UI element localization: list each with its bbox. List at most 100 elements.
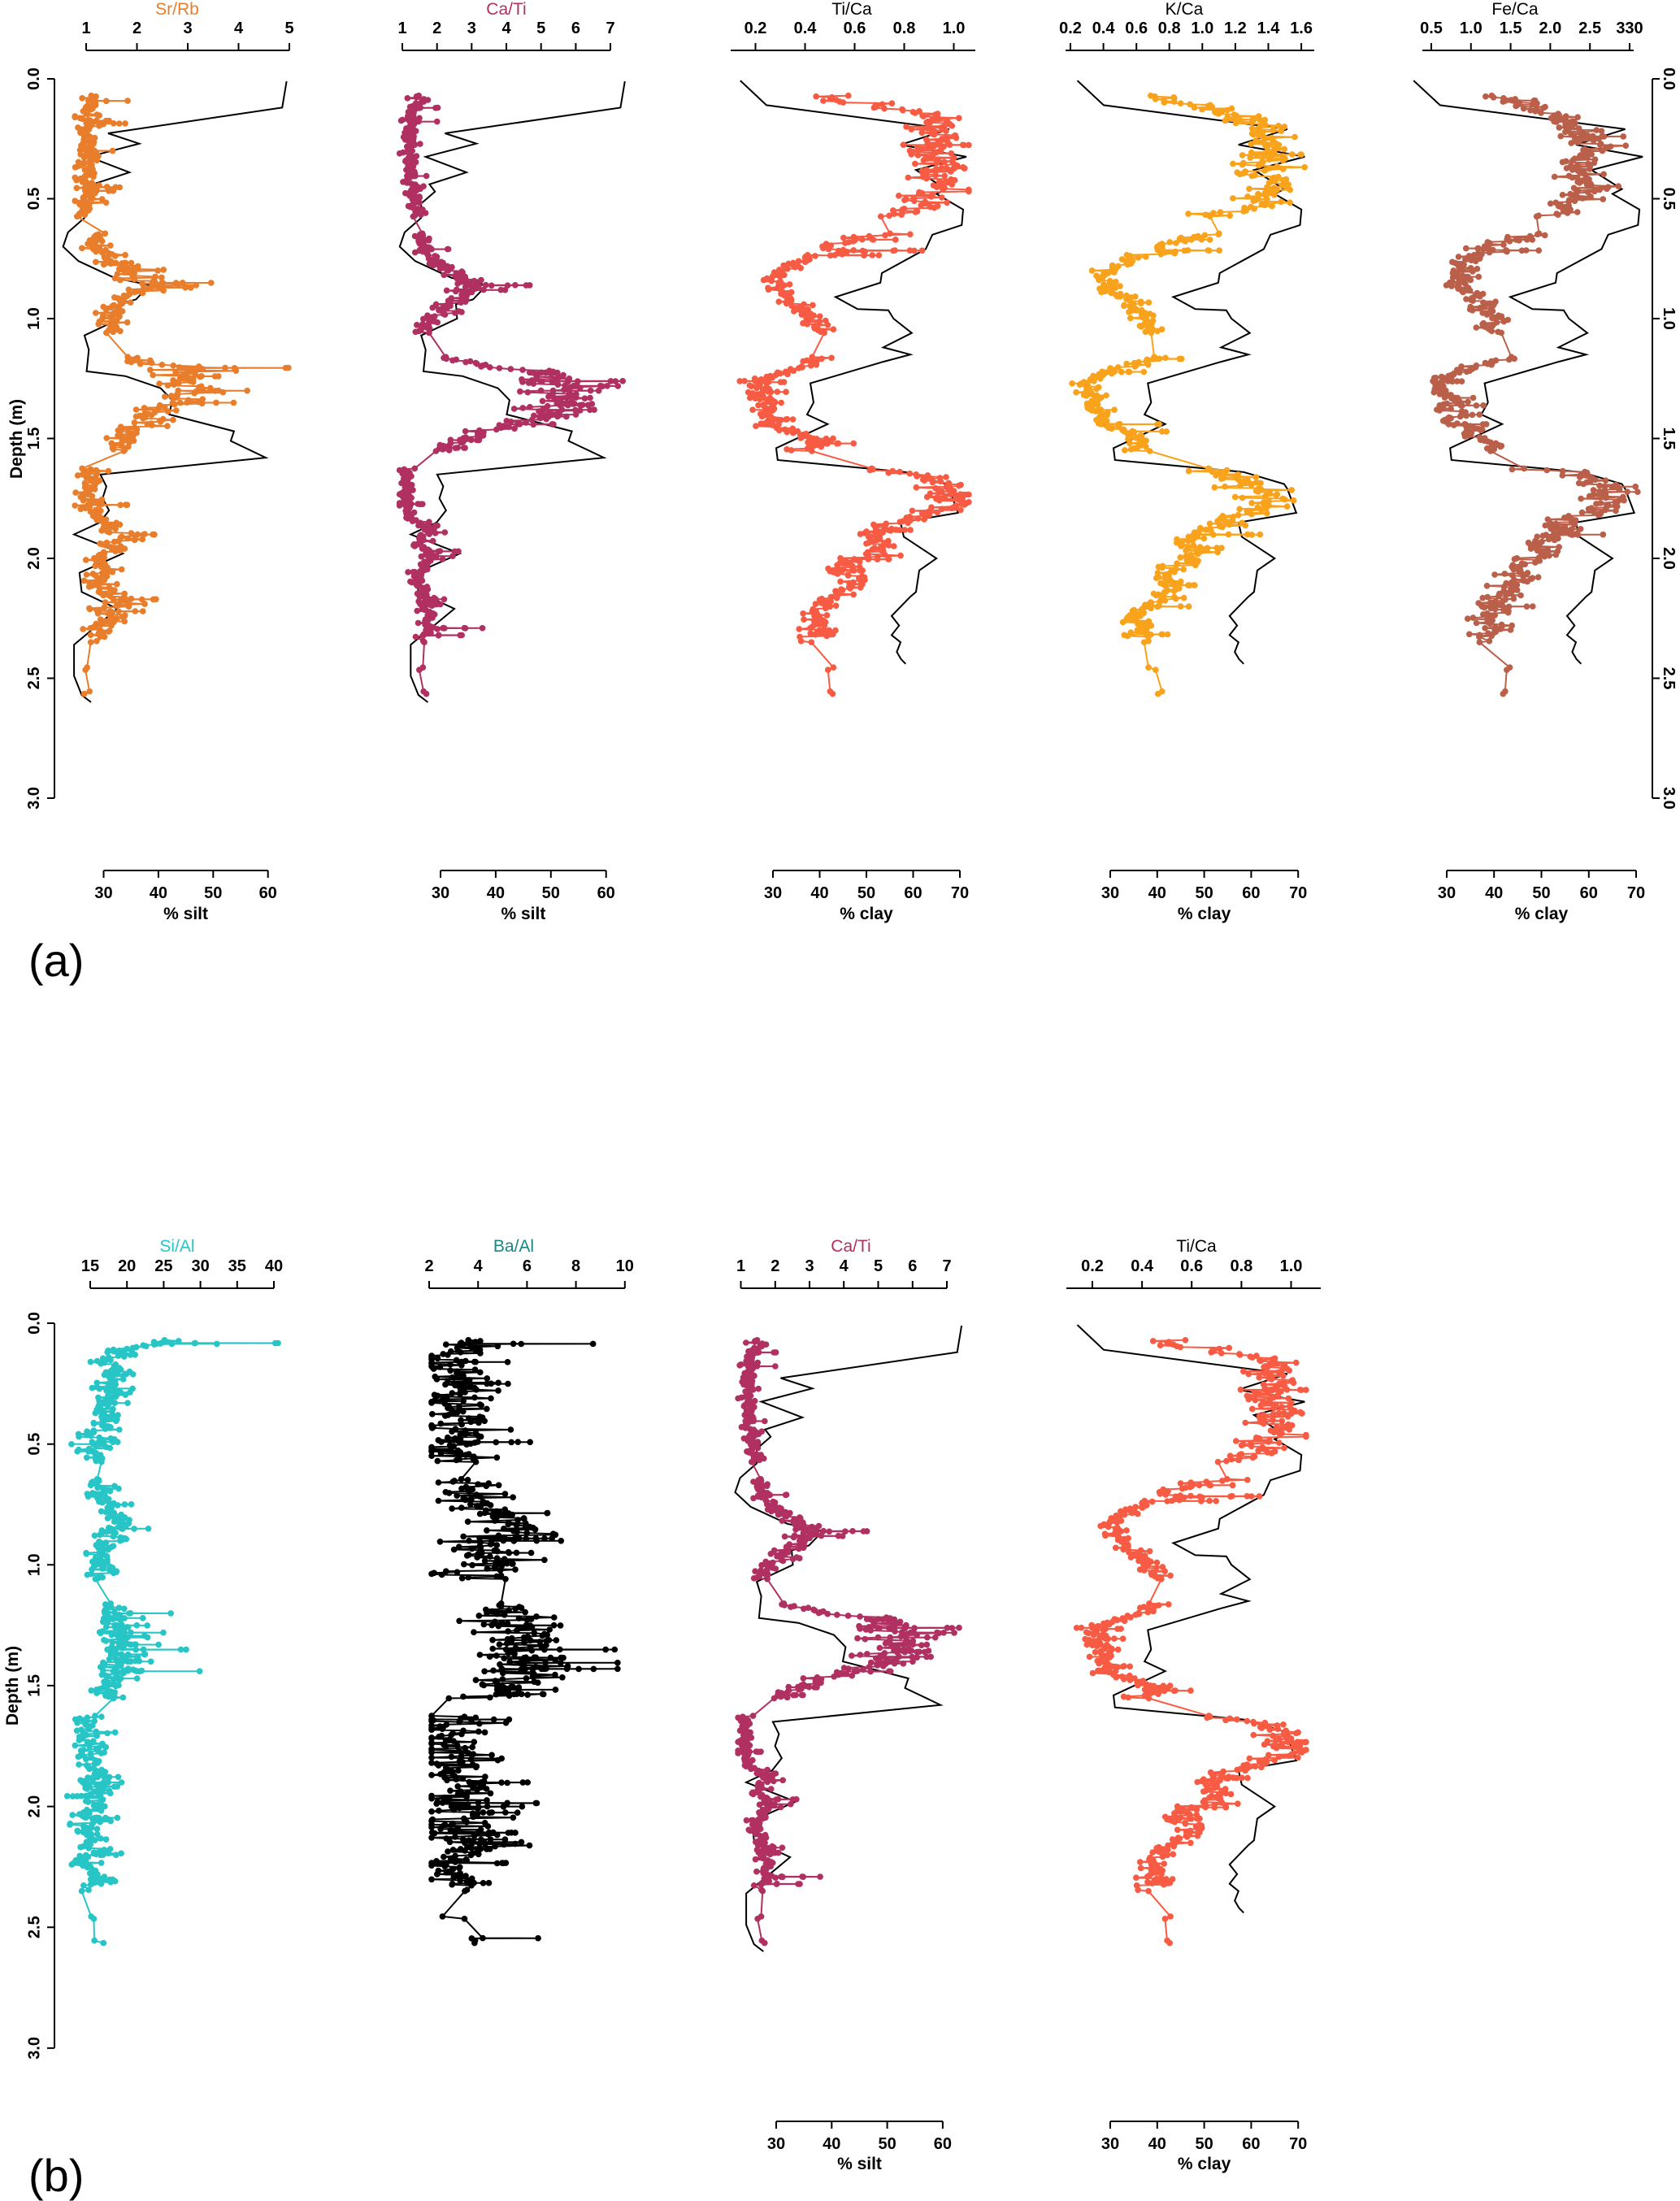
svg-text:40: 40: [1148, 2135, 1166, 2153]
svg-text:60: 60: [1242, 884, 1260, 902]
svg-text:0.8: 0.8: [1230, 1257, 1252, 1275]
svg-text:1.6: 1.6: [1290, 20, 1313, 37]
svg-text:0.0: 0.0: [26, 1312, 44, 1335]
svg-text:60: 60: [904, 884, 922, 902]
svg-text:Ti/Ca: Ti/Ca: [1176, 1237, 1217, 1256]
svg-text:0.6: 0.6: [1125, 20, 1148, 37]
svg-text:(a): (a): [28, 935, 84, 986]
svg-text:30: 30: [767, 2135, 785, 2153]
svg-text:% clay: % clay: [840, 905, 893, 923]
svg-text:0.0: 0.0: [1660, 67, 1678, 90]
svg-text:4: 4: [501, 20, 511, 37]
svg-text:2.0: 2.0: [1660, 547, 1678, 570]
svg-text:40: 40: [810, 884, 828, 902]
svg-text:7: 7: [606, 20, 614, 37]
svg-text:30: 30: [1438, 884, 1456, 902]
svg-text:70: 70: [1627, 884, 1645, 902]
svg-text:8: 8: [571, 1257, 580, 1275]
svg-text:0.8: 0.8: [1158, 20, 1181, 37]
svg-text:0.4: 0.4: [794, 20, 818, 37]
svg-text:20: 20: [118, 1257, 136, 1275]
svg-text:% silt: % silt: [163, 905, 208, 923]
svg-text:Sr/Rb: Sr/Rb: [155, 0, 199, 19]
svg-text:50: 50: [542, 884, 560, 902]
svg-text:5: 5: [874, 1257, 883, 1275]
svg-text:70: 70: [1289, 2135, 1307, 2153]
svg-text:1.0: 1.0: [943, 20, 966, 37]
svg-text:1: 1: [81, 20, 90, 37]
svg-text:2.5: 2.5: [26, 1916, 44, 1938]
svg-text:6: 6: [523, 1257, 532, 1275]
svg-text:50: 50: [1195, 884, 1213, 902]
svg-text:4: 4: [840, 1257, 849, 1275]
svg-text:2.5: 2.5: [1660, 667, 1678, 690]
svg-text:3: 3: [805, 1257, 814, 1275]
svg-text:5: 5: [284, 20, 293, 37]
svg-text:0.5: 0.5: [1660, 188, 1678, 211]
svg-text:5: 5: [536, 20, 545, 37]
svg-text:Depth (m): Depth (m): [3, 1646, 22, 1726]
svg-text:2.5: 2.5: [25, 667, 43, 690]
svg-text:40: 40: [1485, 884, 1503, 902]
svg-text:2.0: 2.0: [26, 1795, 44, 1818]
svg-text:40: 40: [823, 2135, 840, 2153]
svg-text:3.0: 3.0: [25, 787, 43, 810]
svg-text:10: 10: [616, 1257, 634, 1275]
svg-text:4: 4: [234, 20, 244, 37]
svg-text:% silt: % silt: [837, 2155, 882, 2173]
svg-text:4: 4: [474, 1257, 484, 1275]
svg-text:30: 30: [191, 1257, 209, 1275]
svg-text:1.0: 1.0: [1280, 1257, 1303, 1275]
svg-text:40: 40: [150, 884, 167, 902]
svg-text:0.4: 0.4: [1131, 1257, 1154, 1275]
svg-text:25: 25: [154, 1257, 172, 1275]
svg-text:0.6: 0.6: [1180, 1257, 1203, 1275]
svg-text:0.2: 0.2: [1059, 20, 1082, 37]
svg-text:40: 40: [487, 884, 505, 902]
svg-text:60: 60: [1580, 884, 1598, 902]
svg-text:0.0: 0.0: [25, 67, 43, 90]
svg-text:2: 2: [432, 20, 441, 37]
svg-text:30: 30: [94, 884, 112, 902]
svg-text:K/Ca: K/Ca: [1166, 0, 1204, 19]
svg-text:6: 6: [908, 1257, 917, 1275]
svg-text:% clay: % clay: [1515, 905, 1569, 923]
svg-text:Ca/Ti: Ca/Ti: [486, 0, 526, 19]
svg-text:0.5: 0.5: [25, 188, 43, 211]
svg-text:1.0: 1.0: [1460, 20, 1482, 37]
svg-text:70: 70: [1289, 884, 1307, 902]
svg-text:1.0: 1.0: [25, 307, 43, 330]
svg-text:1.5: 1.5: [25, 428, 43, 450]
svg-text:1: 1: [736, 1257, 745, 1275]
svg-text:30: 30: [1101, 884, 1119, 902]
svg-text:50: 50: [1195, 2135, 1213, 2153]
svg-text:70: 70: [951, 884, 969, 902]
svg-text:2.0: 2.0: [25, 547, 43, 570]
svg-text:1.4: 1.4: [1257, 20, 1281, 37]
svg-text:1.2: 1.2: [1224, 20, 1247, 37]
svg-text:0.8: 0.8: [893, 20, 916, 37]
svg-text:1.5: 1.5: [1660, 428, 1678, 450]
svg-text:60: 60: [597, 884, 615, 902]
svg-text:Ti/Ca: Ti/Ca: [831, 0, 872, 19]
svg-text:2: 2: [424, 1257, 433, 1275]
svg-text:% silt: % silt: [501, 905, 545, 923]
svg-text:% clay: % clay: [1178, 905, 1231, 923]
svg-text:60: 60: [259, 884, 277, 902]
svg-text:Si/Al: Si/Al: [159, 1237, 194, 1256]
svg-text:0.2: 0.2: [744, 20, 767, 37]
svg-text:50: 50: [1532, 884, 1550, 902]
svg-text:2: 2: [771, 1257, 779, 1275]
svg-text:1.5: 1.5: [26, 1674, 44, 1697]
svg-text:40: 40: [265, 1257, 283, 1275]
svg-text:1.0: 1.0: [1191, 20, 1213, 37]
svg-text:0.5: 0.5: [1420, 20, 1443, 37]
svg-text:3: 3: [183, 20, 192, 37]
svg-text:6: 6: [571, 20, 580, 37]
svg-text:0.6: 0.6: [844, 20, 866, 37]
svg-text:Ca/Ti: Ca/Ti: [831, 1237, 870, 1256]
svg-text:(b): (b): [28, 2150, 84, 2201]
svg-text:50: 50: [857, 884, 875, 902]
svg-text:1: 1: [397, 20, 406, 37]
svg-text:30: 30: [764, 884, 782, 902]
